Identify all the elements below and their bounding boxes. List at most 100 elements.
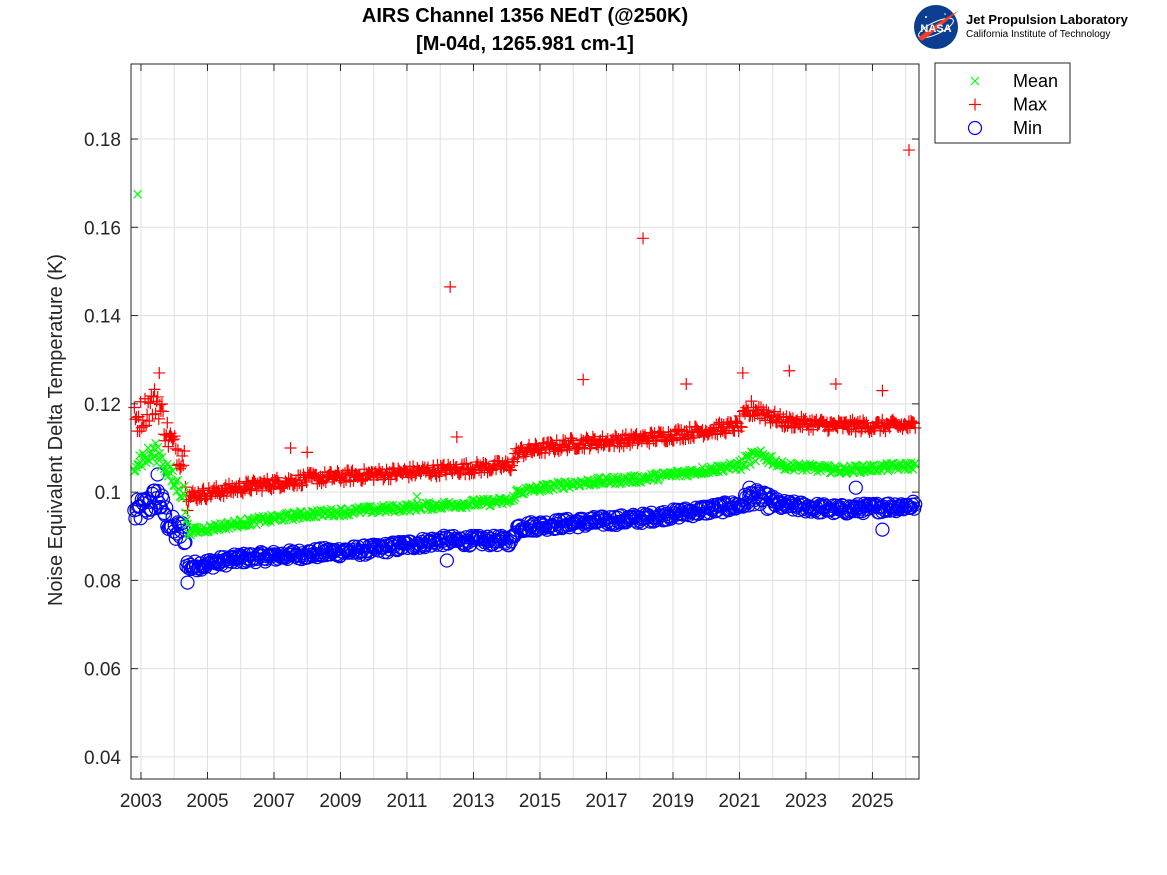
data-point: [657, 426, 670, 439]
outlier-point: [876, 384, 889, 397]
x-tick-label: 2007: [253, 791, 295, 812]
data-point: [143, 414, 156, 427]
data-point: [152, 412, 165, 425]
data-point: [288, 515, 298, 525]
data-point: [337, 476, 350, 489]
jpl-name: Jet Propulsion Laboratory: [966, 12, 1128, 27]
data-point: [177, 459, 190, 472]
data-point: [908, 497, 923, 512]
data-point: [591, 480, 601, 489]
data-point: [168, 430, 181, 443]
data-point: [709, 427, 722, 440]
data-point: [910, 458, 920, 468]
data-point: [583, 442, 596, 455]
y-tick-label: 0.08: [84, 571, 121, 592]
outlier-point: [903, 144, 916, 157]
x-tick-label: 2017: [585, 791, 627, 812]
data-point: [197, 482, 210, 495]
legend-label-mean: Mean: [1013, 71, 1058, 91]
x-tick-label: 2021: [718, 791, 760, 812]
data-point: [144, 397, 157, 410]
outlier-point: [153, 366, 166, 379]
outlier-point: [848, 480, 863, 495]
data-point: [592, 441, 605, 454]
nasa-wordmark: NASA: [920, 23, 951, 35]
x-tick-label: 2005: [186, 791, 228, 812]
data-point: [293, 477, 306, 490]
outlier-point: [829, 377, 842, 390]
data-point: [736, 465, 746, 475]
data-point: [145, 390, 158, 403]
outlier-point: [444, 280, 457, 293]
y-axis-label: Noise Equivalent Delta Temperature (K): [45, 254, 67, 606]
y-tick-label: 0.1: [95, 483, 121, 504]
data-point: [319, 476, 332, 489]
data-point: [227, 547, 242, 562]
data-point: [654, 474, 664, 484]
data-point: [506, 496, 516, 506]
data-point: [155, 448, 165, 458]
data-point: [565, 432, 578, 445]
data-point: [168, 466, 178, 476]
data-point: [182, 495, 195, 508]
data-point: [768, 405, 781, 418]
outlier-point: [439, 553, 454, 568]
data-point: [217, 490, 230, 503]
data-point: [467, 467, 480, 480]
data-point: [884, 465, 894, 474]
data-point: [755, 401, 768, 414]
data-point: [750, 484, 765, 500]
outlier-point: [450, 430, 463, 443]
data-point: [783, 411, 796, 424]
x-tick-label: 2011: [387, 791, 428, 812]
series-max: [128, 144, 922, 517]
y-tick-label: 0.04: [84, 748, 121, 769]
data-point: [291, 514, 301, 524]
data-point: [157, 405, 170, 418]
data-point: [158, 428, 171, 441]
outlier-point: [301, 446, 314, 459]
x-tick-label: 2019: [652, 791, 694, 812]
data-point: [905, 414, 918, 427]
data-point: [716, 424, 729, 437]
data-point: [167, 433, 180, 446]
data-point: [138, 503, 154, 518]
data-point: [165, 431, 178, 444]
data-point: [868, 422, 881, 435]
data-point: [748, 409, 761, 422]
data-point: [769, 415, 782, 428]
x-tick-label: 2015: [519, 791, 561, 812]
outlier-point: [150, 467, 165, 482]
data-point: [261, 472, 274, 485]
data-point: [146, 408, 159, 421]
data-point: [169, 442, 182, 455]
legend-box: [934, 62, 1071, 144]
data-point: [150, 483, 165, 499]
data-point: [179, 481, 189, 491]
data-point: [180, 508, 190, 517]
data-point: [299, 474, 312, 487]
data-point: [612, 472, 622, 482]
data-point: [504, 464, 517, 477]
data-point: [823, 423, 836, 436]
outlier-point: [637, 232, 650, 245]
nasa-meatball-icon: NASA: [914, 5, 958, 49]
x-tick-label: 2003: [120, 791, 162, 812]
outlier-point: [133, 189, 143, 199]
data-point: [686, 429, 699, 442]
data-point: [511, 451, 524, 464]
data-point: [153, 442, 163, 452]
data-point: [544, 436, 557, 449]
data-point: [495, 462, 508, 475]
data-point: [745, 459, 755, 469]
data-point: [307, 467, 320, 480]
data-point: [501, 538, 516, 553]
data-point: [561, 444, 574, 457]
outlier-point: [180, 575, 195, 590]
data-point: [178, 444, 191, 457]
data-point: [566, 434, 579, 447]
data-point: [899, 497, 914, 513]
data-point: [675, 424, 688, 437]
data-point: [141, 505, 156, 520]
